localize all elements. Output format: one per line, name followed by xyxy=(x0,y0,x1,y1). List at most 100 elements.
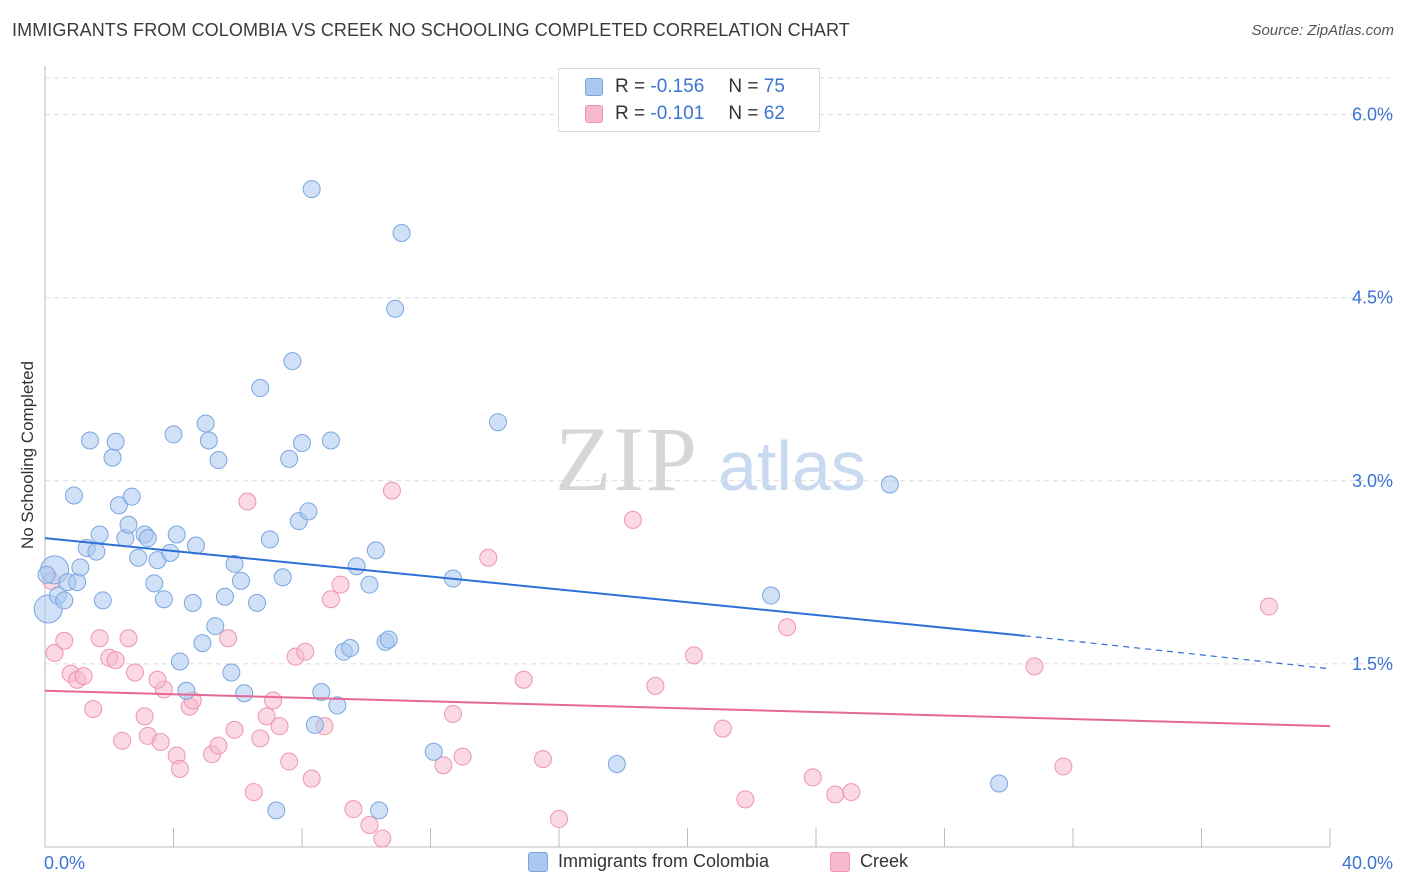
chart-title: IMMIGRANTS FROM COLOMBIA VS CREEK NO SCH… xyxy=(12,20,850,40)
creek-point xyxy=(1259,597,1278,616)
colombia-point xyxy=(64,486,83,505)
axis-layer xyxy=(44,66,1331,848)
y-axis-label: No Schooling Completed xyxy=(18,360,37,550)
svg-text:ZIP: ZIP xyxy=(555,408,699,510)
colombia-point xyxy=(379,630,398,649)
creek-point xyxy=(736,790,755,809)
creek-point xyxy=(514,670,533,689)
creek-point xyxy=(74,667,93,686)
colombia-point xyxy=(103,448,122,467)
creek-point xyxy=(646,676,665,695)
creek-point xyxy=(331,575,350,594)
creek-point xyxy=(479,548,498,567)
creek-point xyxy=(244,783,263,802)
colombia-point xyxy=(129,548,148,567)
creek-swatch xyxy=(585,105,603,123)
colombia-point xyxy=(196,414,215,433)
colombia-point xyxy=(90,525,109,544)
colombia-point xyxy=(366,541,385,560)
n-value: 75 xyxy=(763,76,785,97)
creek-point xyxy=(135,707,154,726)
legend-label: Immigrants from Colombia xyxy=(558,851,770,871)
creek-point xyxy=(360,816,379,835)
colombia-point xyxy=(167,525,186,544)
colombia-point xyxy=(164,425,183,444)
creek-point xyxy=(219,629,238,648)
colombia-point xyxy=(312,682,331,701)
creek-point xyxy=(302,769,321,788)
legend-label: Creek xyxy=(860,851,909,871)
creek-point xyxy=(264,691,283,710)
colombia-point xyxy=(360,575,379,594)
creek-point xyxy=(119,629,138,648)
legend-item-colombia[interactable]: Immigrants from Colombia xyxy=(528,851,769,872)
colombia-point xyxy=(251,379,270,398)
colombia-point xyxy=(154,590,173,609)
colombia-point xyxy=(231,571,250,590)
r-label: R = xyxy=(615,103,646,124)
colombia-point xyxy=(762,586,781,605)
colombia-point xyxy=(138,529,157,548)
creek-point xyxy=(803,768,822,787)
colombia-point xyxy=(328,696,347,715)
colombia-point xyxy=(209,451,228,470)
stats-row-colombia: R = -0.156 N = 75 xyxy=(585,74,785,100)
colombia-point xyxy=(283,352,302,371)
creek-point xyxy=(778,618,797,637)
creek-point xyxy=(382,481,401,500)
r-value: -0.156 xyxy=(650,76,705,97)
trend-layer xyxy=(44,537,1331,728)
colombia-point xyxy=(370,801,389,820)
r-label: R = xyxy=(615,76,646,97)
colombia-point xyxy=(488,413,507,432)
watermark: ZIP atlas xyxy=(555,408,866,510)
legend-item-creek[interactable]: Creek xyxy=(830,851,908,872)
x-tick-label: 40.0% xyxy=(1342,853,1393,873)
colombia-trend-extension xyxy=(1024,635,1331,670)
colombia-point xyxy=(206,617,225,636)
creek-point xyxy=(533,750,552,769)
creek-point xyxy=(713,719,732,738)
source-label: Source: ZipAtlas.com xyxy=(1251,22,1394,39)
colombia-point xyxy=(119,515,138,534)
y-tick-label: 6.0% xyxy=(1352,105,1393,125)
colombia-point xyxy=(145,574,164,593)
svg-text:atlas: atlas xyxy=(718,427,866,505)
colombia-point xyxy=(170,652,189,671)
colombia-point xyxy=(225,554,244,573)
colombia-point xyxy=(68,573,87,592)
colombia-point xyxy=(305,715,324,734)
colombia-point xyxy=(386,299,405,318)
colombia-point xyxy=(302,180,321,199)
colombia-point xyxy=(193,634,212,653)
colombia-point xyxy=(607,754,626,773)
creek-point xyxy=(373,829,392,848)
x-tick-label: 0.0% xyxy=(44,853,85,873)
colombia-point xyxy=(267,801,286,820)
r-value: -0.101 xyxy=(650,103,705,124)
tick-labels: 1.5% 3.0% 4.5% 6.0% 0.0% 40.0% xyxy=(44,105,1393,873)
colombia-point xyxy=(293,433,311,452)
creek-point xyxy=(251,729,270,748)
creek-point xyxy=(90,629,109,648)
creek-point xyxy=(321,590,340,609)
colombia-point xyxy=(186,536,205,555)
colombia-point xyxy=(341,639,360,658)
colombia-point xyxy=(87,542,106,561)
y-tick-label: 3.0% xyxy=(1352,471,1393,491)
colombia-point xyxy=(109,496,128,515)
creek-point xyxy=(106,651,125,670)
y-tick-label: 4.5% xyxy=(1352,288,1393,308)
creek-point xyxy=(238,492,257,511)
creek-point xyxy=(826,785,845,804)
creek-point xyxy=(434,756,453,775)
colombia-points xyxy=(33,180,1009,820)
creek-point xyxy=(209,736,228,755)
creek-point xyxy=(151,733,170,752)
colombia-point xyxy=(990,774,1009,793)
creek-point xyxy=(684,646,703,665)
colombia-point xyxy=(392,224,411,243)
creek-point xyxy=(225,720,244,739)
creek-point xyxy=(55,631,74,650)
